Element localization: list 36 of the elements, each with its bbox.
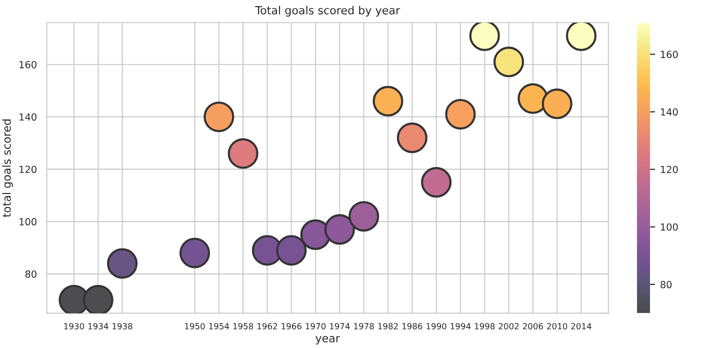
y-axis-title: total goals scored bbox=[2, 119, 13, 218]
x-tick-label: 1982 bbox=[378, 323, 398, 330]
color-bar-label: 140 bbox=[660, 108, 678, 116]
x-tick-label: 1986 bbox=[402, 323, 422, 330]
color-bar-label: 100 bbox=[660, 223, 678, 231]
x-tick-label: 1994 bbox=[450, 323, 471, 330]
x-tick-label: 1998 bbox=[474, 323, 495, 330]
chart-title: Total goals scored by year bbox=[255, 6, 400, 17]
x-tick-label: 1954 bbox=[209, 323, 230, 330]
x-tick-label: 1990 bbox=[426, 323, 446, 330]
x-tick-label: 1958 bbox=[233, 323, 254, 330]
x-tick-label: 1962 bbox=[258, 323, 277, 330]
point bbox=[566, 22, 597, 51]
color-bar-label: 80 bbox=[660, 280, 672, 288]
color-bar-label: 120 bbox=[660, 166, 678, 174]
y-tick-label: 80 bbox=[25, 270, 36, 278]
x-tick-label: 1970 bbox=[306, 323, 326, 330]
x-axis-title: year bbox=[316, 336, 340, 345]
x-tick-label: 2006 bbox=[522, 323, 543, 330]
y-tick-label: 120 bbox=[20, 166, 36, 174]
point bbox=[82, 284, 114, 314]
x-tick-label: 2010 bbox=[547, 323, 568, 330]
x-tick-label: 1934 bbox=[88, 323, 108, 330]
x-tick-label: 2002 bbox=[498, 323, 519, 330]
x-tick-label: 1950 bbox=[185, 323, 205, 330]
x-tick-label: 1966 bbox=[282, 323, 302, 330]
x-tick-label: 1938 bbox=[112, 323, 132, 330]
color-bar-label: 160 bbox=[660, 50, 678, 58]
x-tick-label: 1930 bbox=[64, 323, 84, 330]
point bbox=[469, 22, 500, 51]
x-tick-label: 1978 bbox=[354, 323, 374, 330]
x-tick-label: 1974 bbox=[330, 323, 350, 330]
x-tick-label: 2014 bbox=[571, 323, 592, 330]
y-tick-label: 100 bbox=[20, 218, 36, 226]
y-tick-label: 140 bbox=[20, 113, 36, 121]
y-tick-label: 160 bbox=[20, 60, 36, 68]
